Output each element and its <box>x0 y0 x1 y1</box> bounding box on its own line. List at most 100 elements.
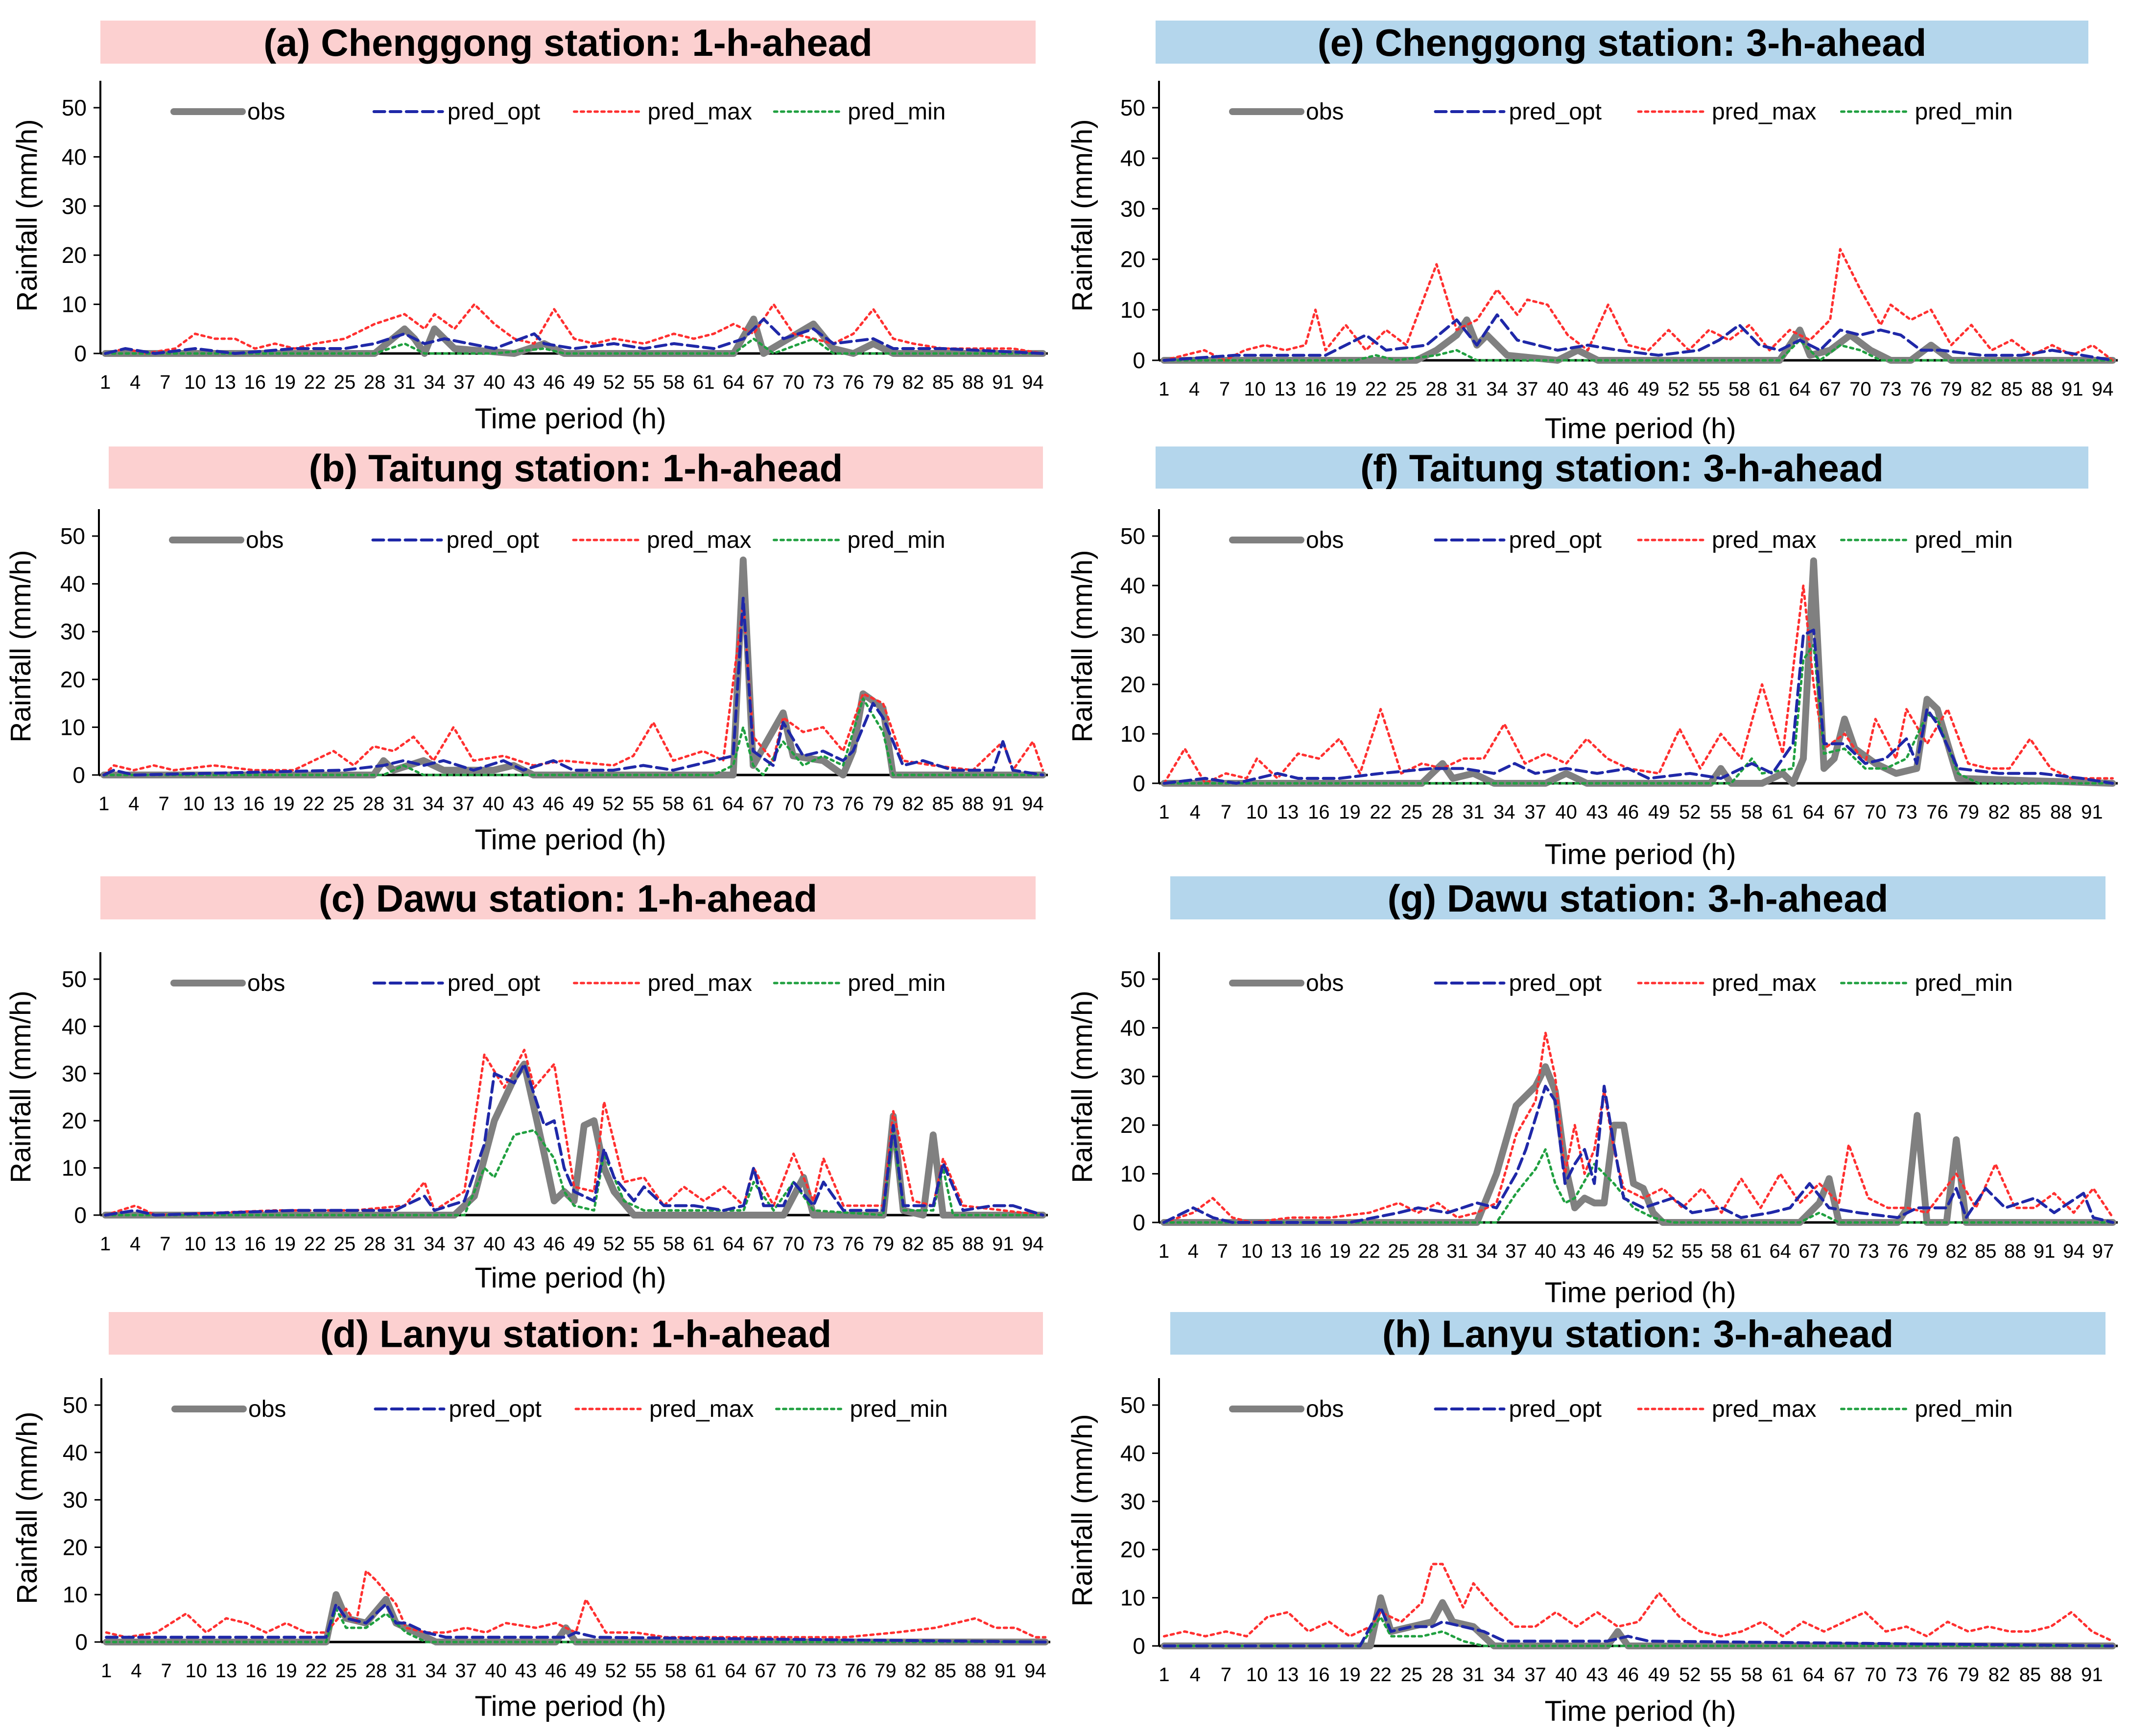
x-tick-label: 1 <box>1159 1664 1169 1686</box>
x-tick-label: 73 <box>1895 801 1917 823</box>
series-line-pred_opt <box>1162 1084 2114 1224</box>
title-banner <box>1170 1312 2105 1355</box>
legend-label-pred_min: pred_min <box>848 99 946 125</box>
y-tick-label: 20 <box>1120 1112 1145 1138</box>
x-tick-label: 31 <box>394 1233 416 1255</box>
chart-panel-d: (d) Lanyu station: 1-h-ahead 0 10 20 30 40 50 1… <box>11 1312 1050 1722</box>
x-tick-label: 34 <box>424 1233 446 1255</box>
y-tick-label: 40 <box>62 144 87 169</box>
x-tick-label: 76 <box>1887 1241 1909 1262</box>
x-tick-label: 10 <box>183 793 205 815</box>
x-tick-label: 13 <box>215 1660 237 1682</box>
x-tick-label: 28 <box>363 793 385 815</box>
x-tick-label: 76 <box>845 1660 867 1682</box>
x-tick-label: 52 <box>605 1660 627 1682</box>
x-tick-label: 28 <box>364 1233 386 1255</box>
x-tick-label: 46 <box>545 1660 567 1682</box>
y-tick-label: 10 <box>1120 297 1145 323</box>
legend-label-obs: obs <box>248 1396 286 1422</box>
series-line-pred_min <box>1163 643 2114 785</box>
x-tick-label: 22 <box>1370 801 1392 823</box>
chart-panel-h: (h) Lanyu station: 3-h-ahead 0 10 20 30 40 50 1… <box>1066 1312 2118 1727</box>
x-tick-label: 46 <box>543 793 565 815</box>
y-tick-label: 30 <box>1120 622 1145 648</box>
x-tick-label: 43 <box>1586 1664 1609 1686</box>
x-tick-label: 58 <box>662 793 685 815</box>
x-tick-label: 88 <box>965 1660 987 1682</box>
legend-label-obs: obs <box>1306 527 1344 553</box>
legend-label-pred_min: pred_min <box>1915 527 2013 553</box>
x-tick-label: 16 <box>1308 801 1330 823</box>
chart-panel-f: (f) Taitung station: 3-h-ahead 0 10 20 30 40 5… <box>1066 446 2118 870</box>
x-tick-label: 61 <box>693 372 715 393</box>
x-tick-label: 91 <box>2081 1664 2103 1686</box>
legend-label-pred_opt: pred_opt <box>1509 970 1602 996</box>
y-tick-label: 0 <box>1133 348 1145 373</box>
x-tick-label: 46 <box>1617 801 1639 823</box>
x-tick-label: 7 <box>160 372 170 393</box>
x-tick-label: 4 <box>131 1660 142 1682</box>
x-tick-label: 70 <box>1828 1241 1850 1262</box>
title-banner <box>100 876 1036 919</box>
x-tick-label: 43 <box>513 372 535 393</box>
x-tick-label: 91 <box>994 1660 1017 1682</box>
x-tick-label: 19 <box>1329 1241 1351 1262</box>
x-tick-label: 37 <box>455 1660 477 1682</box>
y-tick-label: 10 <box>62 1155 87 1181</box>
x-tick-label: 67 <box>752 793 774 815</box>
series-line-pred_max <box>102 602 1044 776</box>
x-tick-label: 55 <box>1681 1241 1703 1262</box>
x-tick-label: 10 <box>1246 1664 1268 1686</box>
legend-label-pred_min: pred_min <box>848 527 946 553</box>
x-tick-label: 37 <box>1516 378 1538 400</box>
x-tick-label: 4 <box>130 1233 141 1255</box>
x-tick-label: 28 <box>1417 1241 1439 1262</box>
x-tick-label: 82 <box>1971 378 1993 400</box>
x-tick-label: 34 <box>424 372 446 393</box>
chart-title: (f) Taitung station: 3-h-ahead <box>1360 446 1884 490</box>
x-tick-label: 55 <box>1698 378 1720 400</box>
y-tick-label: 40 <box>1120 573 1145 598</box>
x-tick-label: 70 <box>1865 801 1887 823</box>
x-tick-label: 49 <box>1648 801 1670 823</box>
x-tick-label: 43 <box>513 1233 535 1255</box>
x-tick-label: 88 <box>2031 378 2053 400</box>
y-tick-label: 0 <box>74 1202 87 1228</box>
x-tick-label: 76 <box>842 793 864 815</box>
x-tick-label: 34 <box>425 1660 447 1682</box>
y-tick-label: 40 <box>1120 1015 1145 1040</box>
x-tick-label: 82 <box>902 1233 924 1255</box>
x-axis-label: Time period (h) <box>1544 413 1736 445</box>
x-tick-label: 70 <box>782 793 804 815</box>
x-tick-label: 58 <box>663 372 685 393</box>
x-tick-label: 91 <box>2081 801 2103 823</box>
y-tick-label: 20 <box>63 1534 88 1560</box>
x-tick-label: 58 <box>1741 1664 1763 1686</box>
x-tick-label: 61 <box>1772 801 1794 823</box>
x-tick-label: 25 <box>335 1660 357 1682</box>
x-tick-label: 13 <box>1277 1664 1299 1686</box>
x-tick-label: 31 <box>394 372 416 393</box>
x-tick-label: 76 <box>1926 801 1948 823</box>
legend-label-obs: obs <box>1306 1396 1344 1422</box>
series-line-obs <box>1160 1594 2116 1649</box>
legend-label-pred_max: pred_max <box>1712 1396 1816 1422</box>
x-tick-label: 22 <box>1365 378 1387 400</box>
series-line-pred_max <box>105 1570 1047 1639</box>
x-tick-label: 10 <box>1244 378 1266 400</box>
y-tick-label: 40 <box>63 1440 88 1465</box>
x-tick-label: 88 <box>962 372 984 393</box>
title-banner <box>109 446 1043 489</box>
x-tick-label: 43 <box>1577 378 1599 400</box>
x-tick-label: 64 <box>1803 801 1825 823</box>
y-tick-label: 50 <box>62 966 87 992</box>
legend-label-pred_max: pred_max <box>1712 527 1816 553</box>
title-banner <box>1156 21 2088 64</box>
x-tick-label: 40 <box>483 793 505 815</box>
x-tick-label: 31 <box>395 1660 417 1682</box>
x-tick-label: 10 <box>186 1660 208 1682</box>
series-line-pred_opt <box>1162 628 2114 785</box>
x-tick-label: 55 <box>633 1233 655 1255</box>
y-tick-label: 40 <box>1120 1440 1145 1466</box>
